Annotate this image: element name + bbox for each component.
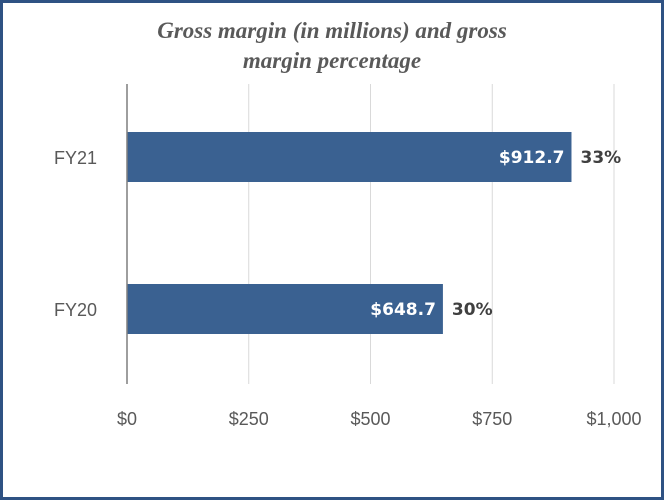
x-tick-label-4: $1,000 [586,409,641,429]
chart-title-line-1: Gross margin (in millions) and gross [157,18,507,43]
x-tick-label-1: $250 [229,409,269,429]
percent-label-fy21: 33% [580,148,621,168]
chart-title-line-2: margin percentage [242,48,422,73]
bars [127,132,572,334]
x-tick-label-0: $0 [117,409,137,429]
category-label-fy21: FY21 [54,148,97,168]
value-axis: $0 $250 $500 $750 $1,000 [117,409,642,429]
bar-fy20 [127,284,443,334]
gridlines [248,84,615,384]
percent-label-fy20: 30% [452,300,493,320]
bar-fy21 [127,132,572,182]
category-axis: FY21 FY20 [54,84,128,384]
category-label-fy20: FY20 [54,300,97,320]
chart-title: Gross margin (in millions) and gross mar… [0,16,664,76]
value-label-fy20: $648.7 [370,300,436,320]
data-labels: $912.7 33% $648.7 30% [370,148,621,320]
value-label-fy21: $912.7 [499,148,565,168]
x-tick-label-2: $500 [350,409,390,429]
x-tick-label-3: $750 [472,409,512,429]
